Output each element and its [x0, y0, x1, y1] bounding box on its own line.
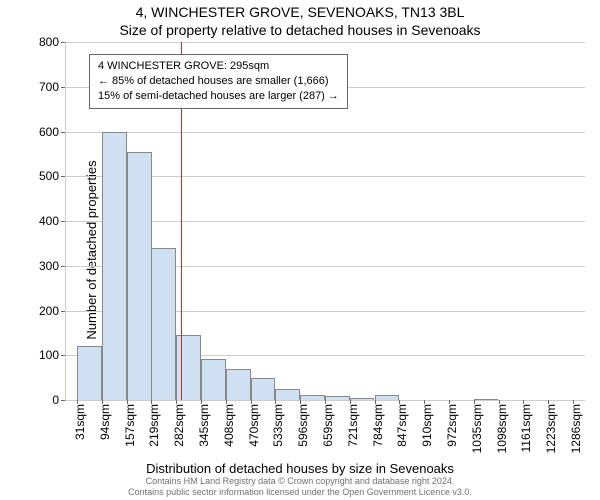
- ytick-mark: [61, 132, 65, 133]
- chart-title-line2: Size of property relative to detached ho…: [0, 22, 600, 38]
- xtick-label: 157sqm: [123, 404, 137, 447]
- histogram-bar: [102, 132, 127, 401]
- xtick-label: 910sqm: [420, 404, 434, 447]
- ytick-label: 700: [39, 80, 59, 94]
- ytick-label: 300: [39, 259, 59, 273]
- xtick-label: 408sqm: [222, 404, 236, 447]
- histogram-bar: [275, 389, 300, 400]
- xtick-label: 470sqm: [247, 404, 261, 447]
- xtick-label: 533sqm: [271, 404, 285, 447]
- histogram-bar: [251, 378, 276, 400]
- xtick-label: 847sqm: [395, 404, 409, 447]
- plot-area: 010020030040050060070080031sqm94sqm157sq…: [65, 42, 585, 401]
- footer-attribution: Contains HM Land Registry data © Crown c…: [0, 476, 600, 498]
- ytick-mark: [61, 355, 65, 356]
- xtick-label: 721sqm: [346, 404, 360, 447]
- histogram-bar: [127, 152, 152, 400]
- histogram-bar: [325, 396, 350, 400]
- xtick-label: 282sqm: [172, 404, 186, 447]
- footer-line1: Contains HM Land Registry data © Crown c…: [0, 476, 600, 487]
- ytick-mark: [61, 311, 65, 312]
- x-axis-label: Distribution of detached houses by size …: [0, 461, 600, 476]
- xtick-label: 94sqm: [98, 404, 112, 440]
- xtick-label: 1223sqm: [544, 404, 558, 453]
- annotation-line3: 15% of semi-detached houses are larger (…: [98, 89, 339, 104]
- histogram-bar: [151, 248, 176, 400]
- ytick-label: 800: [39, 35, 59, 49]
- histogram-bar: [474, 399, 499, 400]
- xtick-label: 31sqm: [73, 404, 87, 440]
- histogram-bar: [375, 395, 400, 400]
- xtick-label: 1161sqm: [519, 404, 533, 452]
- chart-title-line1: 4, WINCHESTER GROVE, SEVENOAKS, TN13 3BL: [0, 4, 600, 20]
- ytick-label: 0: [52, 393, 59, 407]
- grid-line: [65, 42, 585, 43]
- ytick-mark: [61, 176, 65, 177]
- ytick-label: 100: [39, 348, 59, 362]
- xtick-label: 1286sqm: [569, 404, 583, 453]
- histogram-bar: [350, 398, 375, 400]
- ytick-label: 600: [39, 125, 59, 139]
- annotation-line2: ← 85% of detached houses are smaller (1,…: [98, 74, 339, 89]
- ytick-mark: [61, 266, 65, 267]
- xtick-label: 659sqm: [321, 404, 335, 447]
- histogram-bar: [201, 359, 226, 400]
- annotation-box: 4 WINCHESTER GROVE: 295sqm ← 85% of deta…: [89, 54, 348, 109]
- xtick-label: 1098sqm: [495, 404, 509, 453]
- xtick-label: 345sqm: [197, 404, 211, 447]
- ytick-label: 200: [39, 304, 59, 318]
- histogram-bar: [300, 395, 325, 400]
- histogram-bar: [226, 369, 251, 400]
- xtick-label: 219sqm: [147, 404, 161, 447]
- histogram-bar: [176, 335, 201, 400]
- footer-line2: Contains public sector information licen…: [0, 487, 600, 498]
- ytick-mark: [61, 221, 65, 222]
- annotation-line1: 4 WINCHESTER GROVE: 295sqm: [98, 59, 339, 74]
- xtick-label: 784sqm: [371, 404, 385, 447]
- ytick-mark: [61, 400, 65, 401]
- xtick-label: 972sqm: [445, 404, 459, 447]
- xtick-label: 596sqm: [296, 404, 310, 447]
- histogram-bar: [77, 346, 102, 400]
- grid-line: [65, 132, 585, 133]
- ytick-label: 500: [39, 169, 59, 183]
- ytick-label: 400: [39, 214, 59, 228]
- ytick-mark: [61, 42, 65, 43]
- ytick-mark: [61, 87, 65, 88]
- xtick-label: 1035sqm: [470, 404, 484, 453]
- chart-container: 4, WINCHESTER GROVE, SEVENOAKS, TN13 3BL…: [0, 0, 600, 500]
